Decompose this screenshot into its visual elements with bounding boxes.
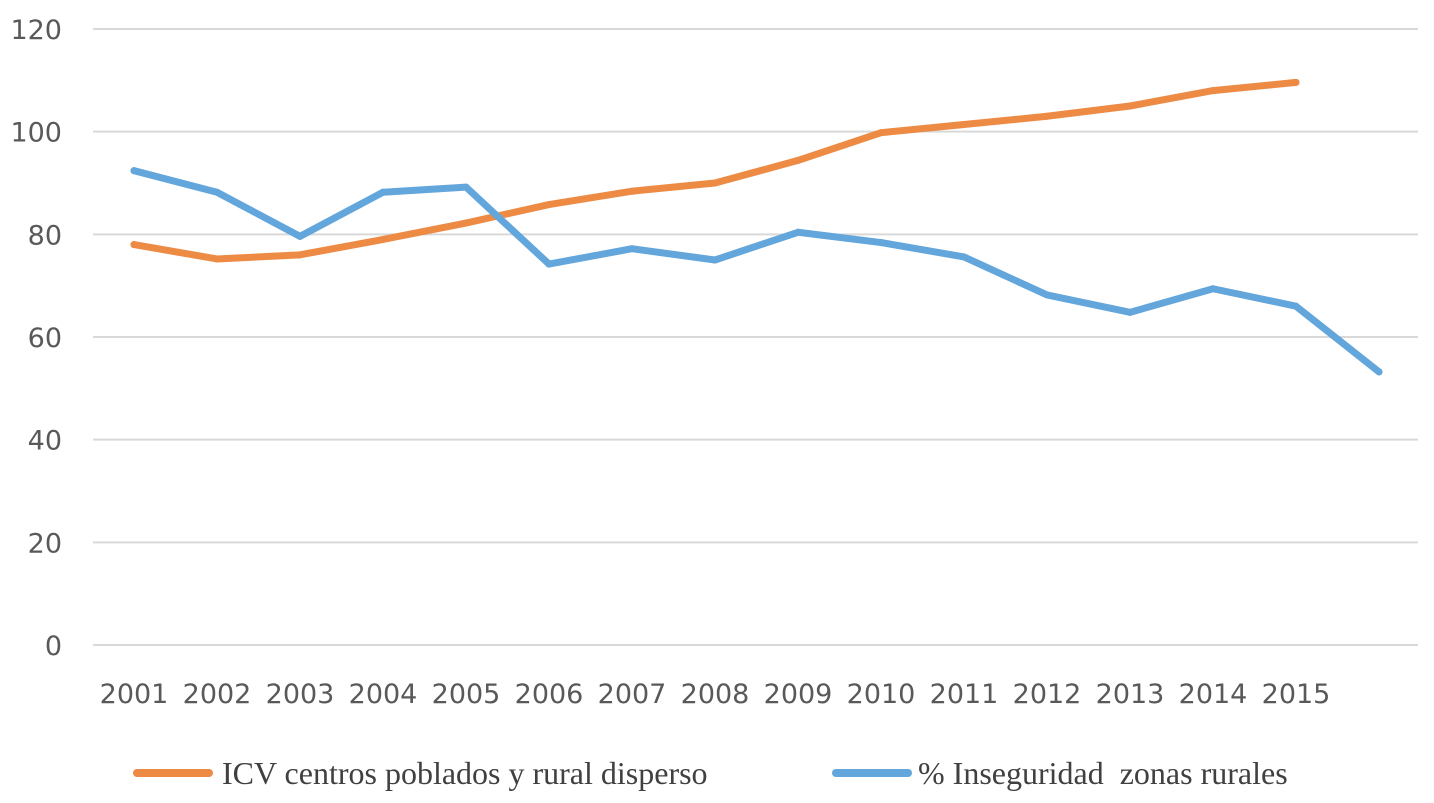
data-point-series-2 xyxy=(1292,302,1300,310)
data-point-series-1 xyxy=(711,179,719,187)
data-point-series-2 xyxy=(545,260,553,268)
data-point-series-1 xyxy=(1126,102,1134,110)
y-tick-label: 60 xyxy=(28,323,62,354)
y-tick-label: 100 xyxy=(10,118,62,149)
series-line-2 xyxy=(130,167,1383,376)
x-tick-label: 2010 xyxy=(847,679,916,710)
data-point-series-1 xyxy=(545,201,553,209)
y-tick-label: 40 xyxy=(28,426,62,457)
gridlines xyxy=(93,28,1418,646)
data-point-series-2 xyxy=(1209,285,1217,293)
data-point-series-1 xyxy=(462,219,470,227)
data-point-series-2 xyxy=(960,253,968,261)
data-point-series-2 xyxy=(711,256,719,264)
data-point-series-2 xyxy=(1375,368,1383,376)
data-point-series-1 xyxy=(379,235,387,243)
data-point-series-2 xyxy=(794,228,802,236)
data-point-series-1 xyxy=(130,241,138,249)
y-tick-label: 20 xyxy=(28,528,62,559)
data-point-series-1 xyxy=(877,129,885,137)
x-tick-label: 2001 xyxy=(100,679,169,710)
x-tick-label: 2002 xyxy=(183,679,252,710)
legend-label-2: % Inseguridad zonas rurales xyxy=(918,755,1288,791)
legend: ICV centros poblados y rural disperso % I… xyxy=(133,755,1288,791)
y-tick-label: 120 xyxy=(10,15,62,46)
data-point-series-2 xyxy=(296,232,304,240)
data-point-series-1 xyxy=(1043,112,1051,120)
data-point-series-1 xyxy=(794,156,802,164)
x-tick-label: 2011 xyxy=(930,679,999,710)
data-point-series-2 xyxy=(213,188,221,196)
data-point-series-1 xyxy=(296,251,304,259)
data-point-series-1 xyxy=(960,120,968,128)
data-point-series-2 xyxy=(628,245,636,253)
x-tick-label: 2009 xyxy=(764,679,833,710)
y-tick-label: 0 xyxy=(45,631,62,662)
data-point-series-1 xyxy=(628,187,636,195)
data-point-series-2 xyxy=(462,183,470,191)
series-lines xyxy=(130,78,1383,376)
x-axis-ticks: 2001 2002 2003 2004 2005 2006 2007 2008 2009 2010… xyxy=(100,679,1331,710)
x-tick-label: 2008 xyxy=(681,679,750,710)
x-tick-label: 2012 xyxy=(1013,679,1082,710)
data-point-series-1 xyxy=(1209,87,1217,95)
data-point-series-2 xyxy=(1043,291,1051,299)
data-point-series-2 xyxy=(130,167,138,175)
x-tick-label: 2014 xyxy=(1179,679,1248,710)
x-tick-label: 2015 xyxy=(1262,679,1331,710)
data-point-series-2 xyxy=(379,188,387,196)
x-tick-label: 2004 xyxy=(349,679,418,710)
x-tick-label: 2005 xyxy=(432,679,501,710)
x-tick-label: 2013 xyxy=(1096,679,1165,710)
y-axis-ticks: 0 20 40 60 80 100 120 xyxy=(10,15,62,662)
x-tick-label: 2006 xyxy=(515,679,584,710)
x-tick-label: 2003 xyxy=(266,679,335,710)
data-point-series-2 xyxy=(1126,308,1134,316)
y-tick-label: 80 xyxy=(28,220,62,251)
x-tick-label: 2007 xyxy=(598,679,667,710)
data-point-series-1 xyxy=(1292,78,1300,86)
data-point-series-1 xyxy=(213,255,221,263)
data-point-series-2 xyxy=(877,239,885,247)
legend-label-1: ICV centros poblados y rural disperso xyxy=(222,755,708,791)
